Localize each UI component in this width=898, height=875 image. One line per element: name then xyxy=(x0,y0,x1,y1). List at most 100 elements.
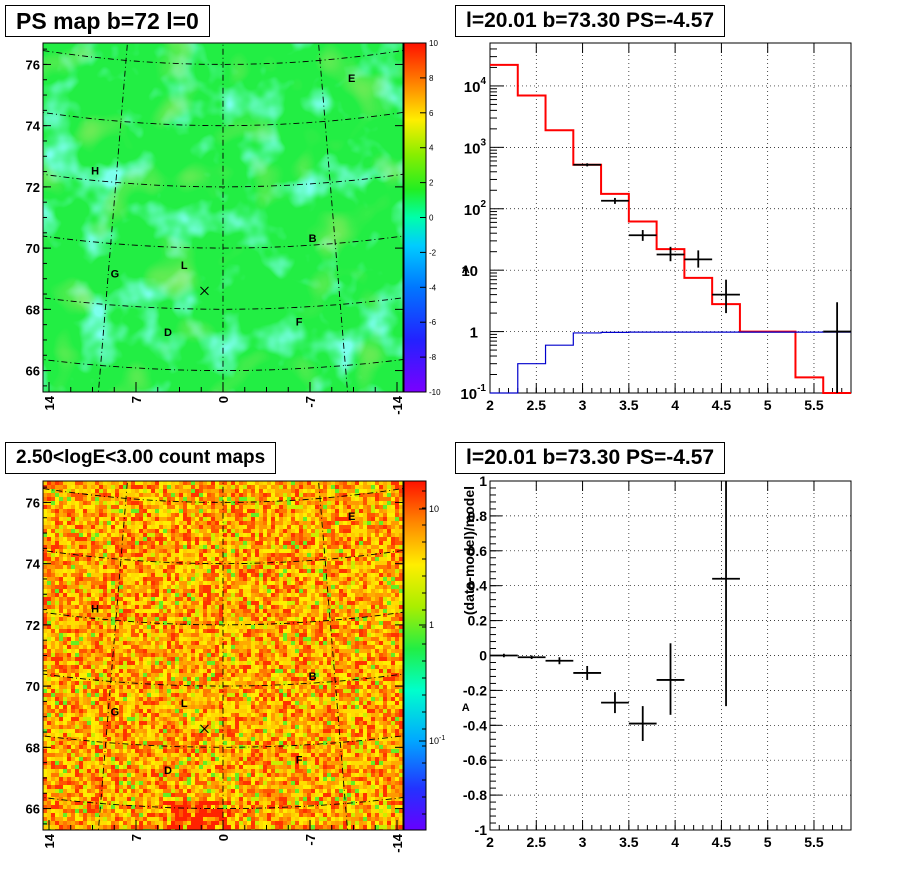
count-pixel xyxy=(363,629,367,633)
count-pixel xyxy=(227,653,231,657)
count-pixel xyxy=(147,613,151,617)
count-pixel xyxy=(227,545,231,549)
count-pixel xyxy=(303,681,307,685)
count-pixel xyxy=(395,649,399,653)
count-pixel xyxy=(123,577,127,581)
count-pixel xyxy=(199,521,203,525)
count-pixel xyxy=(59,493,63,497)
count-pixel xyxy=(391,545,395,549)
count-pixel xyxy=(395,677,399,681)
count-pixel xyxy=(239,645,243,649)
count-pixel xyxy=(191,621,195,625)
count-pixel xyxy=(303,541,307,545)
count-pixel xyxy=(171,485,175,489)
count-pixel xyxy=(139,633,143,637)
count-pixel xyxy=(75,521,79,525)
count-pixel xyxy=(327,625,331,629)
count-pixel xyxy=(387,693,391,697)
count-pixel xyxy=(155,613,159,617)
count-pixel xyxy=(175,577,179,581)
count-pixel xyxy=(275,553,279,557)
count-pixel xyxy=(271,553,275,557)
count-pixel xyxy=(307,629,311,633)
count-pixel xyxy=(323,589,327,593)
count-pixel xyxy=(315,601,319,605)
count-pixel xyxy=(291,497,295,501)
count-pixel xyxy=(327,685,331,689)
count-pixel xyxy=(271,509,275,513)
count-pixel xyxy=(131,537,135,541)
count-pixel xyxy=(283,641,287,645)
count-pixel xyxy=(219,633,223,637)
count-pixel xyxy=(91,653,95,657)
count-pixel xyxy=(159,517,163,521)
count-pixel xyxy=(347,673,351,677)
count-pixel xyxy=(327,593,331,597)
count-pixel xyxy=(359,557,363,561)
count-pixel xyxy=(295,573,299,577)
count-pixel xyxy=(67,625,71,629)
count-pixel xyxy=(231,625,235,629)
count-pixel xyxy=(379,629,383,633)
count-pixel xyxy=(111,629,115,633)
count-pixel xyxy=(83,661,87,665)
count-pixel xyxy=(99,557,103,561)
count-pixel xyxy=(231,665,235,669)
count-pixel xyxy=(183,605,187,609)
count-pixel xyxy=(251,689,255,693)
count-pixel xyxy=(55,557,59,561)
count-pixel xyxy=(51,481,55,485)
count-pixel xyxy=(135,505,139,509)
count-pixel xyxy=(299,597,303,601)
count-pixel xyxy=(195,641,199,645)
count-pixel xyxy=(387,581,391,585)
count-pixel xyxy=(379,573,383,577)
count-pixel xyxy=(155,601,159,605)
count-pixel xyxy=(211,541,215,545)
region-label-A: A xyxy=(462,264,470,276)
count-pixel xyxy=(159,481,163,485)
count-pixel xyxy=(283,657,287,661)
count-pixel xyxy=(151,585,155,589)
count-pixel xyxy=(179,613,183,617)
count-pixel xyxy=(387,657,391,661)
count-pixel xyxy=(279,509,283,513)
count-pixel xyxy=(251,545,255,549)
count-pixel xyxy=(363,525,367,529)
count-pixel xyxy=(303,481,307,485)
count-pixel xyxy=(291,689,295,693)
count-pixel xyxy=(151,661,155,665)
count-pixel xyxy=(379,489,383,493)
count-pixel xyxy=(151,549,155,553)
count-pixel xyxy=(111,513,115,517)
count-pixel xyxy=(379,617,383,621)
count-pixel xyxy=(255,605,259,609)
count-pixel xyxy=(171,629,175,633)
count-pixel xyxy=(59,569,63,573)
count-pixel xyxy=(171,509,175,513)
count-pixel xyxy=(327,645,331,649)
count-pixel xyxy=(83,537,87,541)
count-pixel xyxy=(399,577,403,581)
count-pixel xyxy=(79,645,83,649)
count-pixel xyxy=(355,617,359,621)
count-pixel xyxy=(355,585,359,589)
count-pixel xyxy=(203,541,207,545)
count-pixel xyxy=(247,633,251,637)
count-pixel xyxy=(235,489,239,493)
count-pixel xyxy=(387,557,391,561)
count-pixel xyxy=(159,501,163,505)
count-pixel xyxy=(291,665,295,669)
count-pixel xyxy=(139,589,143,593)
count-pixel xyxy=(71,605,75,609)
count-pixel xyxy=(355,593,359,597)
count-pixel xyxy=(275,685,279,689)
count-pixel xyxy=(271,501,275,505)
count-pixel xyxy=(211,493,215,497)
count-pixel xyxy=(179,693,183,697)
count-pixel xyxy=(99,597,103,601)
count-pixel xyxy=(283,545,287,549)
count-pixel xyxy=(187,685,191,689)
count-pixel xyxy=(355,641,359,645)
count-pixel xyxy=(203,481,207,485)
